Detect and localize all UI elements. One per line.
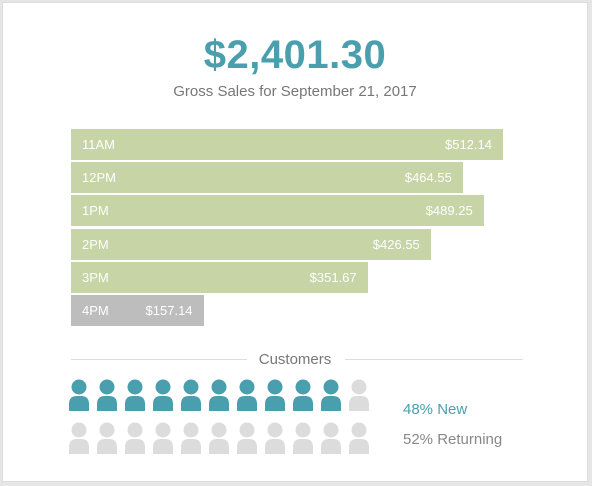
bar-category-label: 11AM [82,137,115,152]
person-icon-returning [349,422,369,454]
bar-category-label: 12PM [82,170,116,186]
person-icon-new [265,379,285,411]
bar-value-label: $351.67 [309,269,357,285]
person-icon-new [181,379,201,411]
bar-value-label: $464.55 [404,170,452,186]
returning-customers-label: 52% Returning [403,431,503,448]
bar-2pm: 2PM $426.55 [71,228,431,260]
bar-category-label: 1PM [82,203,109,219]
gross-sales-total: $2,401.30 [203,33,387,77]
bar-value-label: $426.55 [372,236,420,252]
person-icon-returning [209,422,229,454]
person-icon-new [237,379,257,411]
bar-value-label: $512.14 [445,137,492,152]
person-icon-new [125,379,145,411]
person-icon-new [69,379,89,411]
bar-category-label: 4PM [82,303,109,318]
person-icon-returning [125,422,145,454]
person-icon-new [321,379,341,411]
customers-divider-left [71,359,247,360]
person-icon-returning [293,422,313,454]
person-icon-returning [321,422,341,454]
bar-1pm: 1PM $489.25 [71,195,484,227]
person-icon-returning [97,422,117,454]
bar-value-label: $157.14 [145,303,193,318]
gross-sales-subtitle: Gross Sales for September 21, 2017 [173,83,417,100]
person-icon-new [153,379,173,411]
person-icon-returning [69,422,89,454]
customers-divider-right [345,359,523,360]
person-icon-returning [153,422,173,454]
person-icon-returning [349,379,369,411]
person-icon-returning [237,422,257,454]
person-icon-new [97,379,117,411]
new-customers-label: 48% New [403,401,468,418]
person-icon-new [209,379,229,411]
bar-4pm: 4PM $157.14 [71,295,204,326]
sales-card: $2,401.30 Gross Sales for September 21, … [2,2,588,482]
customers-pictogram [69,379,369,454]
bar-3pm: 3PM $351.67 [71,261,368,293]
person-icon-returning [181,422,201,454]
bar-category-label: 2PM [82,236,109,252]
bar-value-label: $489.25 [425,203,473,219]
bar-category-label: 3PM [82,269,109,285]
person-icon-returning [265,422,285,454]
bar-12pm: 12PM $464.55 [71,162,463,194]
customers-title: Customers [258,351,332,368]
bar-11am: 11AM $512.14 [71,129,503,160]
hourly-sales-bar-chart: 11AM $512.14 12PM $464.55 1PM $489.25 2PM $426.… [3,3,587,481]
person-icon-new [293,379,313,411]
